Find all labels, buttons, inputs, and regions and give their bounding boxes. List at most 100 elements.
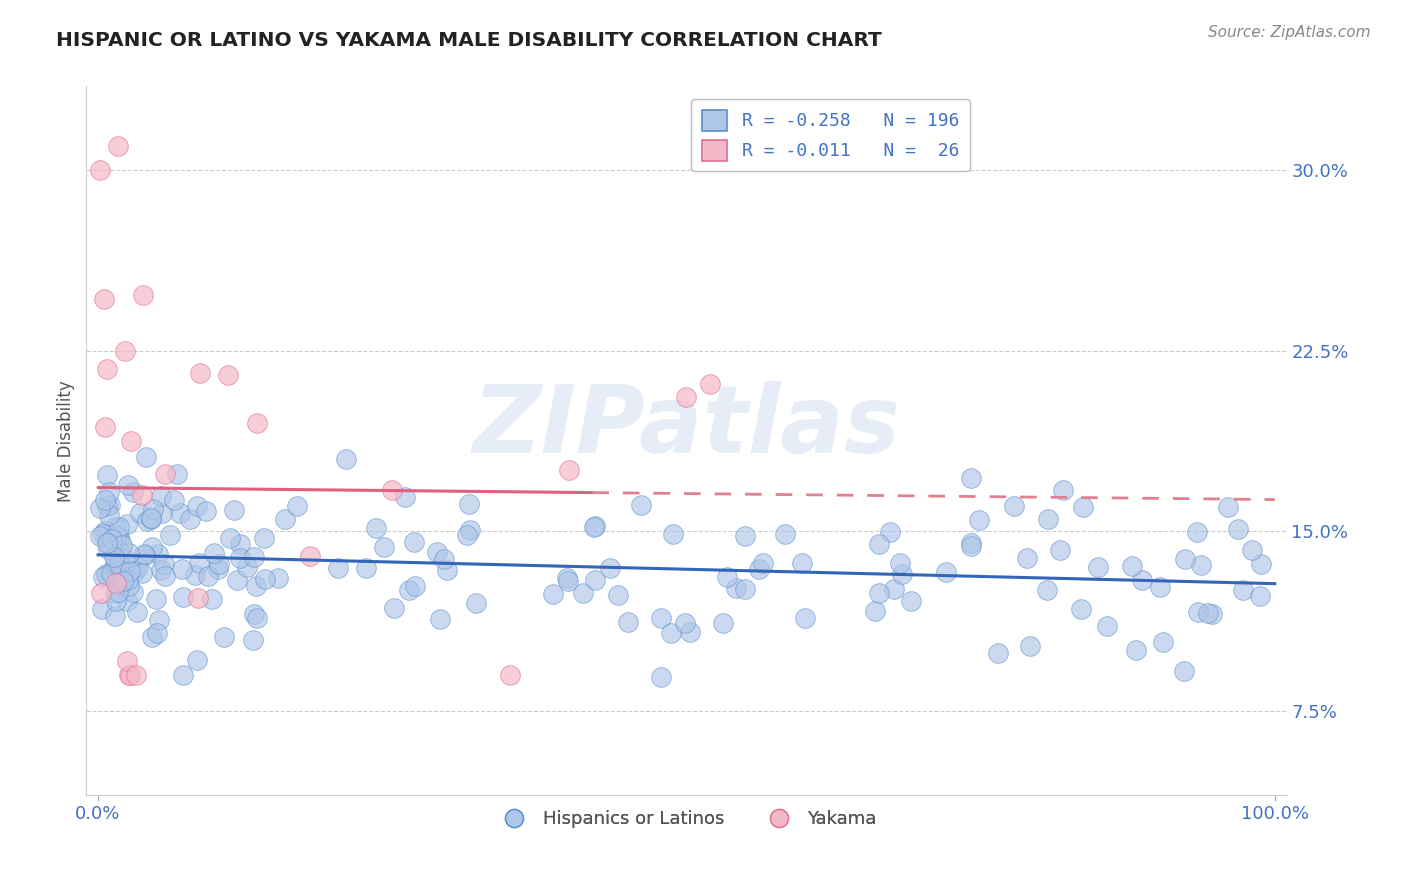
Point bbox=[1036, 583, 1059, 598]
Point bbox=[166, 467, 188, 481]
Point bbox=[108, 520, 131, 534]
Point bbox=[117, 478, 139, 492]
Point bbox=[103, 561, 125, 575]
Point bbox=[208, 557, 231, 571]
Point bbox=[285, 499, 308, 513]
Point bbox=[125, 668, 148, 682]
Point bbox=[141, 631, 163, 645]
Point bbox=[1125, 643, 1147, 657]
Point bbox=[118, 668, 141, 682]
Point bbox=[89, 500, 111, 515]
Point bbox=[890, 566, 912, 581]
Point bbox=[298, 549, 321, 564]
Point bbox=[243, 607, 266, 621]
Point bbox=[429, 612, 451, 626]
Point bbox=[163, 493, 186, 508]
Point bbox=[394, 490, 416, 504]
Point bbox=[105, 528, 128, 542]
Point bbox=[748, 562, 770, 576]
Point bbox=[1087, 560, 1109, 574]
Point bbox=[464, 595, 486, 609]
Point bbox=[457, 497, 479, 511]
Point bbox=[599, 561, 621, 575]
Point bbox=[253, 532, 276, 546]
Point bbox=[354, 561, 377, 575]
Point bbox=[170, 562, 193, 576]
Point bbox=[1071, 500, 1094, 514]
Point bbox=[1187, 524, 1209, 539]
Point bbox=[458, 523, 481, 537]
Point bbox=[650, 611, 672, 625]
Point bbox=[188, 366, 211, 380]
Point bbox=[267, 571, 290, 585]
Point bbox=[146, 626, 169, 640]
Point bbox=[373, 540, 395, 554]
Point bbox=[148, 614, 170, 628]
Point bbox=[381, 483, 404, 497]
Point bbox=[142, 501, 165, 516]
Point bbox=[115, 654, 138, 668]
Legend: Hispanics or Latinos, Yakama: Hispanics or Latinos, Yakama bbox=[489, 803, 884, 836]
Point bbox=[188, 556, 211, 570]
Point bbox=[131, 566, 153, 581]
Point bbox=[583, 519, 606, 533]
Point bbox=[122, 485, 145, 500]
Point bbox=[558, 463, 581, 477]
Point bbox=[607, 588, 630, 602]
Point bbox=[96, 536, 118, 550]
Point bbox=[105, 556, 128, 570]
Point bbox=[1174, 551, 1197, 566]
Point bbox=[93, 292, 115, 306]
Point bbox=[959, 539, 981, 553]
Point bbox=[711, 615, 734, 630]
Point bbox=[1201, 607, 1223, 621]
Point bbox=[179, 512, 201, 526]
Point bbox=[153, 557, 176, 571]
Point bbox=[1249, 589, 1271, 603]
Point bbox=[134, 549, 156, 563]
Point bbox=[184, 568, 207, 582]
Point bbox=[246, 416, 269, 430]
Point bbox=[96, 499, 118, 513]
Point bbox=[98, 498, 121, 512]
Point bbox=[118, 546, 141, 560]
Point bbox=[679, 624, 702, 639]
Point bbox=[104, 585, 127, 599]
Point bbox=[1216, 500, 1239, 515]
Point bbox=[1132, 573, 1154, 587]
Point bbox=[94, 566, 117, 581]
Point bbox=[236, 559, 259, 574]
Point bbox=[1152, 634, 1174, 648]
Point bbox=[90, 602, 112, 616]
Point bbox=[773, 527, 796, 541]
Point bbox=[794, 611, 817, 625]
Point bbox=[108, 557, 131, 571]
Point bbox=[89, 163, 111, 178]
Point bbox=[107, 542, 129, 557]
Point bbox=[716, 570, 738, 584]
Point bbox=[125, 606, 148, 620]
Point bbox=[583, 518, 606, 533]
Point bbox=[863, 604, 886, 618]
Point bbox=[169, 506, 191, 520]
Point bbox=[245, 579, 267, 593]
Point bbox=[1240, 542, 1263, 557]
Point bbox=[202, 546, 225, 560]
Point bbox=[650, 669, 672, 683]
Point bbox=[541, 587, 564, 601]
Point bbox=[201, 591, 224, 606]
Point bbox=[673, 615, 696, 630]
Point bbox=[246, 611, 269, 625]
Point bbox=[108, 556, 131, 570]
Point bbox=[1019, 640, 1042, 654]
Point bbox=[243, 550, 266, 565]
Point bbox=[97, 485, 120, 500]
Point bbox=[436, 563, 458, 577]
Point bbox=[274, 512, 297, 526]
Point bbox=[97, 535, 120, 549]
Point bbox=[111, 574, 134, 588]
Point bbox=[219, 532, 242, 546]
Point bbox=[150, 506, 173, 520]
Point bbox=[253, 572, 276, 586]
Point bbox=[104, 575, 127, 590]
